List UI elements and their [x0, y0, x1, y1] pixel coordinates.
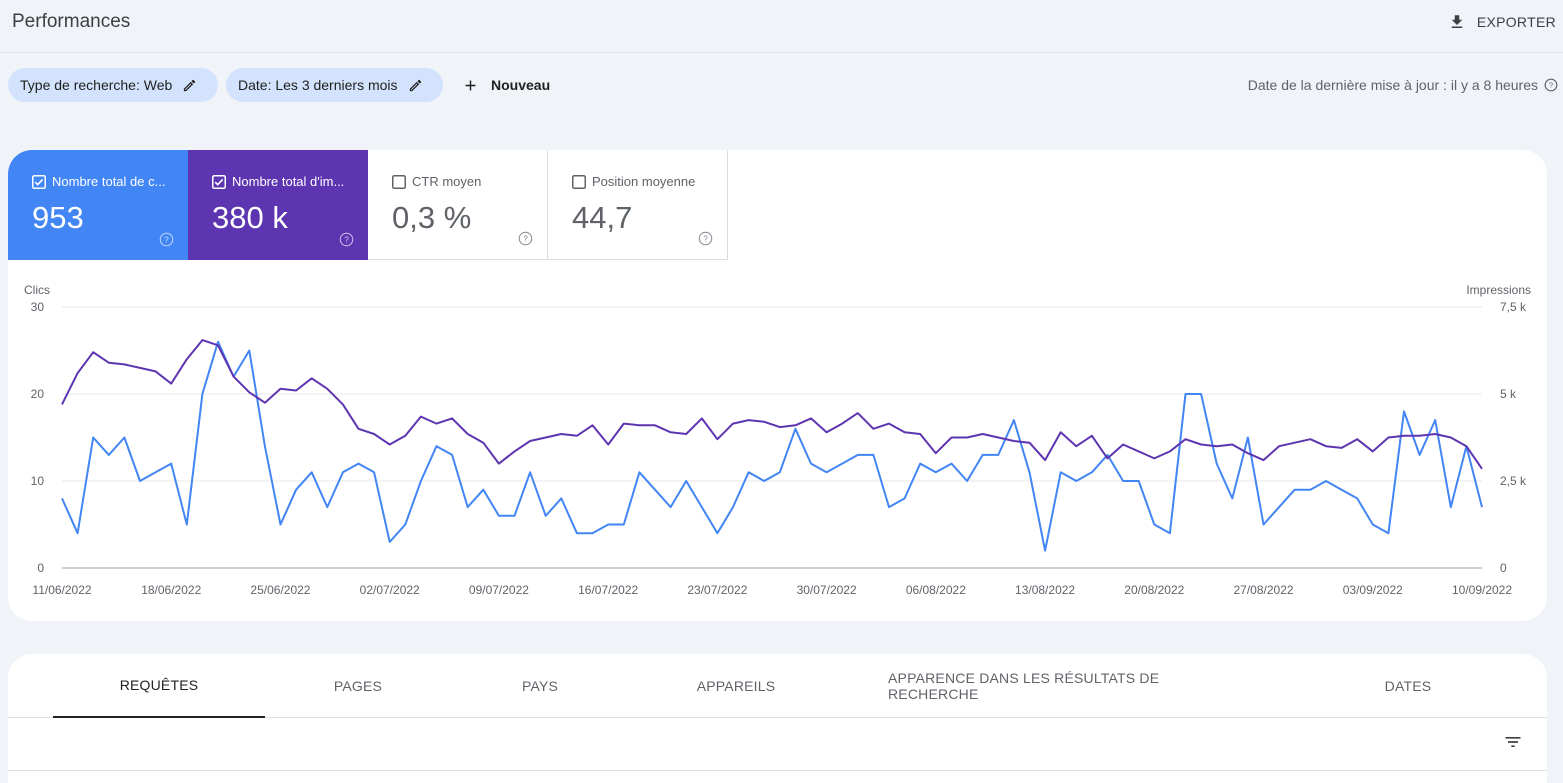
x-tick-label: 06/08/2022	[906, 583, 966, 597]
x-tick-label: 03/09/2022	[1343, 583, 1403, 597]
performance-chart-card: Nombre total de c... 953 ? Nombre total …	[8, 150, 1547, 621]
y2-tick-label: 5 k	[1500, 387, 1517, 401]
plus-icon	[465, 80, 476, 90]
x-tick-label: 16/07/2022	[578, 583, 638, 597]
svg-text:?: ?	[344, 235, 349, 244]
tab-search-appearance[interactable]: APPARENCE DANS LES RÉSULTATS DE RECHERCH…	[888, 670, 1160, 702]
tab-devices[interactable]: APPAREILS	[696, 678, 776, 694]
metric-average-ctr[interactable]: CTR moyen 0,3 % ?	[368, 150, 548, 260]
y-tick-label: 10	[31, 474, 45, 488]
x-tick-label: 10/09/2022	[1452, 583, 1512, 597]
date-filter-chip[interactable]: Date: Les 3 derniers mois	[226, 68, 443, 102]
filter-bar: Type de recherche: Web Date: Les 3 derni…	[0, 68, 1563, 102]
chip-label: Type de recherche: Web	[20, 77, 173, 93]
dimension-tabs: REQUÊTES PAGES PAYS APPAREILS APPARENCE …	[8, 654, 1547, 718]
impressions-series-line	[61, 339, 1483, 470]
page-title: Performances	[12, 11, 131, 32]
export-label: EXPORTER	[1476, 14, 1556, 30]
filter-list-icon[interactable]	[1503, 732, 1523, 752]
svg-text:?: ?	[164, 235, 169, 244]
tab-queries[interactable]: REQUÊTES	[53, 654, 265, 718]
metric-label: Nombre total d'im...	[232, 174, 345, 189]
search-type-filter-chip[interactable]: Type de recherche: Web	[8, 68, 218, 102]
y2-tick-label: 0	[1500, 561, 1507, 575]
help-circle-icon[interactable]: ?	[159, 232, 174, 247]
metric-average-position[interactable]: Position moyenne 44,7 ?	[548, 150, 728, 260]
pencil-icon	[409, 79, 421, 91]
new-filter-label: Nouveau	[491, 77, 551, 93]
top-bar: Performances EXPORTER	[0, 0, 1563, 53]
pencil-icon	[184, 79, 196, 91]
x-tick-label: 13/08/2022	[1015, 583, 1075, 597]
y2-tick-label: 2,5 k	[1500, 474, 1527, 488]
checkbox-unchecked-icon[interactable]	[572, 174, 586, 189]
y-axis-title: Clics	[24, 283, 50, 297]
metric-value: 44,7	[572, 200, 633, 235]
chip-label: Date: Les 3 derniers mois	[238, 77, 398, 93]
table-divider	[8, 770, 1547, 771]
x-tick-label: 23/07/2022	[687, 583, 747, 597]
y2-tick-label: 7,5 k	[1500, 300, 1527, 314]
x-tick-label: 20/08/2022	[1124, 583, 1184, 597]
tab-pages[interactable]: PAGES	[333, 678, 383, 694]
metric-value: 380 k	[212, 200, 288, 235]
metric-label-row: CTR moyen	[392, 174, 481, 189]
x-tick-label: 27/08/2022	[1234, 583, 1294, 597]
metric-label-row: Nombre total d'im...	[212, 174, 344, 189]
y2-axis-title: Impressions	[1466, 283, 1531, 297]
y-tick-label: 30	[31, 300, 45, 314]
metric-value: 0,3 %	[392, 200, 472, 235]
svg-text:?: ?	[703, 234, 708, 243]
metric-total-clicks[interactable]: Nombre total de c... 953 ?	[8, 150, 188, 260]
y-tick-label: 20	[31, 387, 45, 401]
metric-label-row: Position moyenne	[572, 174, 695, 189]
checkbox-unchecked-icon[interactable]	[392, 174, 406, 189]
x-tick-label: 09/07/2022	[469, 583, 529, 597]
help-circle-icon[interactable]: ?	[698, 231, 713, 246]
dimensions-table-card: REQUÊTES PAGES PAYS APPAREILS APPARENCE …	[8, 654, 1547, 783]
svg-text:?: ?	[523, 234, 528, 243]
clicks-series-line	[61, 340, 1483, 552]
x-tick-label: 11/06/2022	[32, 583, 91, 597]
x-tick-label: 02/07/2022	[360, 583, 420, 597]
download-icon	[1451, 15, 1463, 28]
help-circle-icon[interactable]: ?	[1544, 78, 1558, 92]
help-circle-icon[interactable]: ?	[339, 232, 354, 247]
x-tick-label: 30/07/2022	[797, 583, 857, 597]
last-update-info: Date de la dernière mise à jour : il y a…	[1248, 68, 1558, 102]
x-tick-label: 25/06/2022	[250, 583, 310, 597]
tab-countries[interactable]: PAYS	[521, 678, 559, 694]
help-circle-icon[interactable]: ?	[518, 231, 533, 246]
x-tick-label: 18/06/2022	[141, 583, 201, 597]
metric-label: Position moyenne	[592, 174, 696, 189]
metric-label-row: Nombre total de c...	[32, 174, 165, 189]
performance-line-chart[interactable]: Clics Impressions 0 0 10 2,5 k 20 5 k 30 7,5 k 11/…	[8, 270, 1547, 610]
metric-label: CTR moyen	[412, 174, 482, 189]
metric-total-impressions[interactable]: Nombre total d'im... 380 k ?	[188, 150, 368, 260]
export-button[interactable]: EXPORTER	[1448, 10, 1556, 34]
checkbox-checked-icon[interactable]	[212, 174, 226, 189]
last-update-text: Date de la dernière mise à jour : il y a…	[1247, 77, 1538, 93]
y-tick-label: 0	[37, 561, 44, 575]
new-filter-button[interactable]: Nouveau	[462, 68, 550, 102]
metric-value: 953	[32, 200, 84, 235]
metric-label: Nombre total de c...	[52, 174, 166, 189]
tab-dates[interactable]: DATES	[1384, 678, 1432, 694]
checkbox-checked-icon[interactable]	[32, 174, 46, 189]
svg-text:?: ?	[1549, 81, 1553, 90]
